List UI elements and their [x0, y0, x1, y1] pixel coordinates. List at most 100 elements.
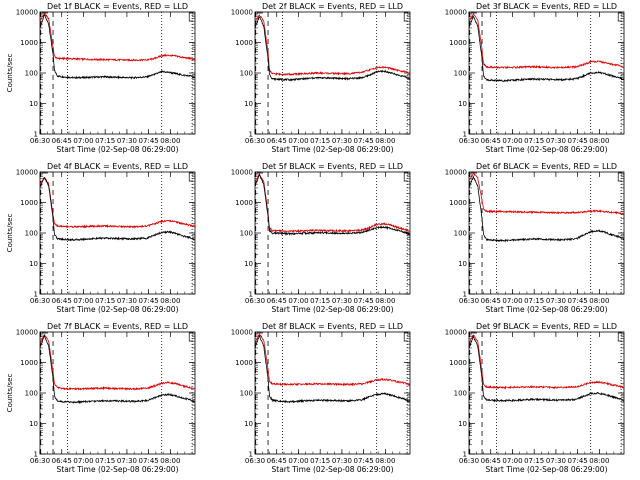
x-axis-label: Start Time (02-Sep-08 06:29:00) [272, 145, 394, 154]
x-tick-label: 06:30 [245, 297, 265, 305]
y-tick-label: 1 [463, 451, 467, 459]
y-tick-label: 10 [458, 100, 467, 108]
bracket-marker [188, 332, 194, 342]
y-tick-label: 100 [240, 70, 253, 78]
x-tick-label: 07:30 [546, 297, 566, 305]
x-tick-label: 07:45 [568, 457, 588, 465]
events-series-line [469, 15, 624, 83]
x-tick-label: 07:45 [354, 457, 374, 465]
x-tick-label: 07:15 [310, 457, 330, 465]
x-tick-label: 06:45 [52, 297, 72, 305]
y-tick-label: 100 [454, 390, 467, 398]
x-tick-label: 08:00 [160, 137, 180, 145]
lld-series-line [469, 13, 624, 70]
x-tick-label: 06:30 [459, 297, 479, 305]
events-series-line [40, 176, 195, 242]
y-tick-label: 100 [454, 70, 467, 78]
x-tick-label: 06:30 [30, 137, 50, 145]
plot-frame [468, 171, 625, 295]
x-tick-label: 08:00 [375, 137, 395, 145]
plot-frame [254, 331, 411, 455]
x-tick-label: 07:15 [95, 297, 115, 305]
events-series-line [469, 176, 624, 243]
plot-frame [39, 331, 196, 455]
x-tick-label: 07:45 [139, 457, 159, 465]
bracket-marker [617, 332, 623, 342]
x-tick-label: 06:45 [481, 457, 501, 465]
y-tick-label: 1000 [20, 39, 38, 47]
y-tick-label: 10000 [445, 329, 467, 337]
y-tick-label: 1000 [235, 199, 253, 207]
x-tick-label: 08:00 [589, 137, 609, 145]
events-series-line [40, 14, 195, 80]
x-tick-label: 07:30 [546, 457, 566, 465]
y-tick-label: 10000 [445, 9, 467, 17]
x-tick-label: 07:30 [117, 137, 137, 145]
detector-panel: Det 4f BLACK = Events, RED = LLD 1 10 100 10… [6, 162, 196, 314]
panel-title: Det 3f BLACK = Events, RED = LLD [476, 2, 617, 11]
y-axis-label: Counts/sec [6, 214, 14, 253]
detector-panel: Det 6f BLACK = Events, RED = LLD 1 10 100 10… [445, 162, 625, 314]
x-tick-label: 08:00 [375, 457, 395, 465]
detector-panel: Det 3f BLACK = Events, RED = LLD 1 10 100 10… [445, 2, 625, 154]
x-tick-label: 07:00 [73, 457, 93, 465]
x-axis-label: Start Time (02-Sep-08 06:29:00) [57, 305, 179, 314]
panel-title: Det 6f BLACK = Events, RED = LLD [476, 162, 617, 171]
detector-panel: Det 5f BLACK = Events, RED = LLD 1 10 100 10… [231, 162, 411, 314]
x-tick-label: 07:30 [332, 457, 352, 465]
panel-title: Det 1f BLACK = Events, RED = LLD [47, 2, 188, 11]
x-tick-label: 06:45 [52, 137, 72, 145]
x-tick-label: 06:45 [481, 297, 501, 305]
y-tick-label: 1 [249, 451, 253, 459]
x-tick-label: 07:45 [568, 137, 588, 145]
x-tick-label: 06:30 [459, 457, 479, 465]
y-tick-label: 1 [34, 291, 38, 299]
x-tick-label: 06:45 [267, 297, 287, 305]
x-axis-label: Start Time (02-Sep-08 06:29:00) [57, 145, 179, 154]
x-tick-label: 07:30 [117, 457, 137, 465]
x-tick-label: 07:45 [568, 297, 588, 305]
y-tick-label: 10000 [231, 169, 253, 177]
x-tick-label: 07:30 [117, 297, 137, 305]
x-tick-label: 07:45 [354, 137, 374, 145]
plot-frame [468, 331, 625, 455]
bracket-marker [617, 172, 623, 182]
x-tick-label: 07:45 [354, 297, 374, 305]
x-tick-label: 07:00 [502, 297, 522, 305]
x-tick-label: 06:30 [245, 137, 265, 145]
lld-series-line [255, 332, 410, 387]
detector-panel: Det 1f BLACK = Events, RED = LLD 1 10 100 10… [6, 2, 196, 154]
events-series-line [469, 334, 624, 403]
x-tick-label: 07:00 [502, 137, 522, 145]
y-tick-label: 10 [458, 260, 467, 268]
x-tick-label: 06:45 [267, 457, 287, 465]
x-tick-label: 07:00 [288, 137, 308, 145]
x-tick-label: 06:45 [481, 137, 501, 145]
x-tick-label: 07:30 [332, 297, 352, 305]
lld-series-line [469, 173, 624, 215]
y-tick-label: 1 [34, 131, 38, 139]
bracket-marker [188, 12, 194, 22]
y-tick-label: 100 [25, 70, 38, 78]
y-tick-label: 100 [240, 390, 253, 398]
x-tick-label: 07:00 [73, 297, 93, 305]
y-tick-label: 10 [29, 100, 38, 108]
x-tick-label: 07:15 [95, 137, 115, 145]
y-tick-label: 1000 [235, 359, 253, 367]
x-tick-label: 08:00 [589, 297, 609, 305]
x-tick-label: 07:00 [288, 297, 308, 305]
x-axis-label: Start Time (02-Sep-08 06:29:00) [57, 465, 179, 474]
x-tick-label: 07:30 [332, 137, 352, 145]
y-tick-label: 10000 [445, 169, 467, 177]
lld-series-line [469, 334, 624, 390]
lld-series-line [40, 334, 195, 391]
y-tick-label: 1 [249, 131, 253, 139]
lld-series-line [255, 13, 410, 77]
y-axis-label: Counts/sec [6, 54, 14, 93]
x-axis-label: Start Time (02-Sep-08 06:29:00) [486, 465, 608, 474]
lld-series-line [40, 177, 195, 229]
bracket-marker [617, 12, 623, 22]
y-tick-label: 100 [454, 230, 467, 238]
y-tick-label: 100 [25, 390, 38, 398]
